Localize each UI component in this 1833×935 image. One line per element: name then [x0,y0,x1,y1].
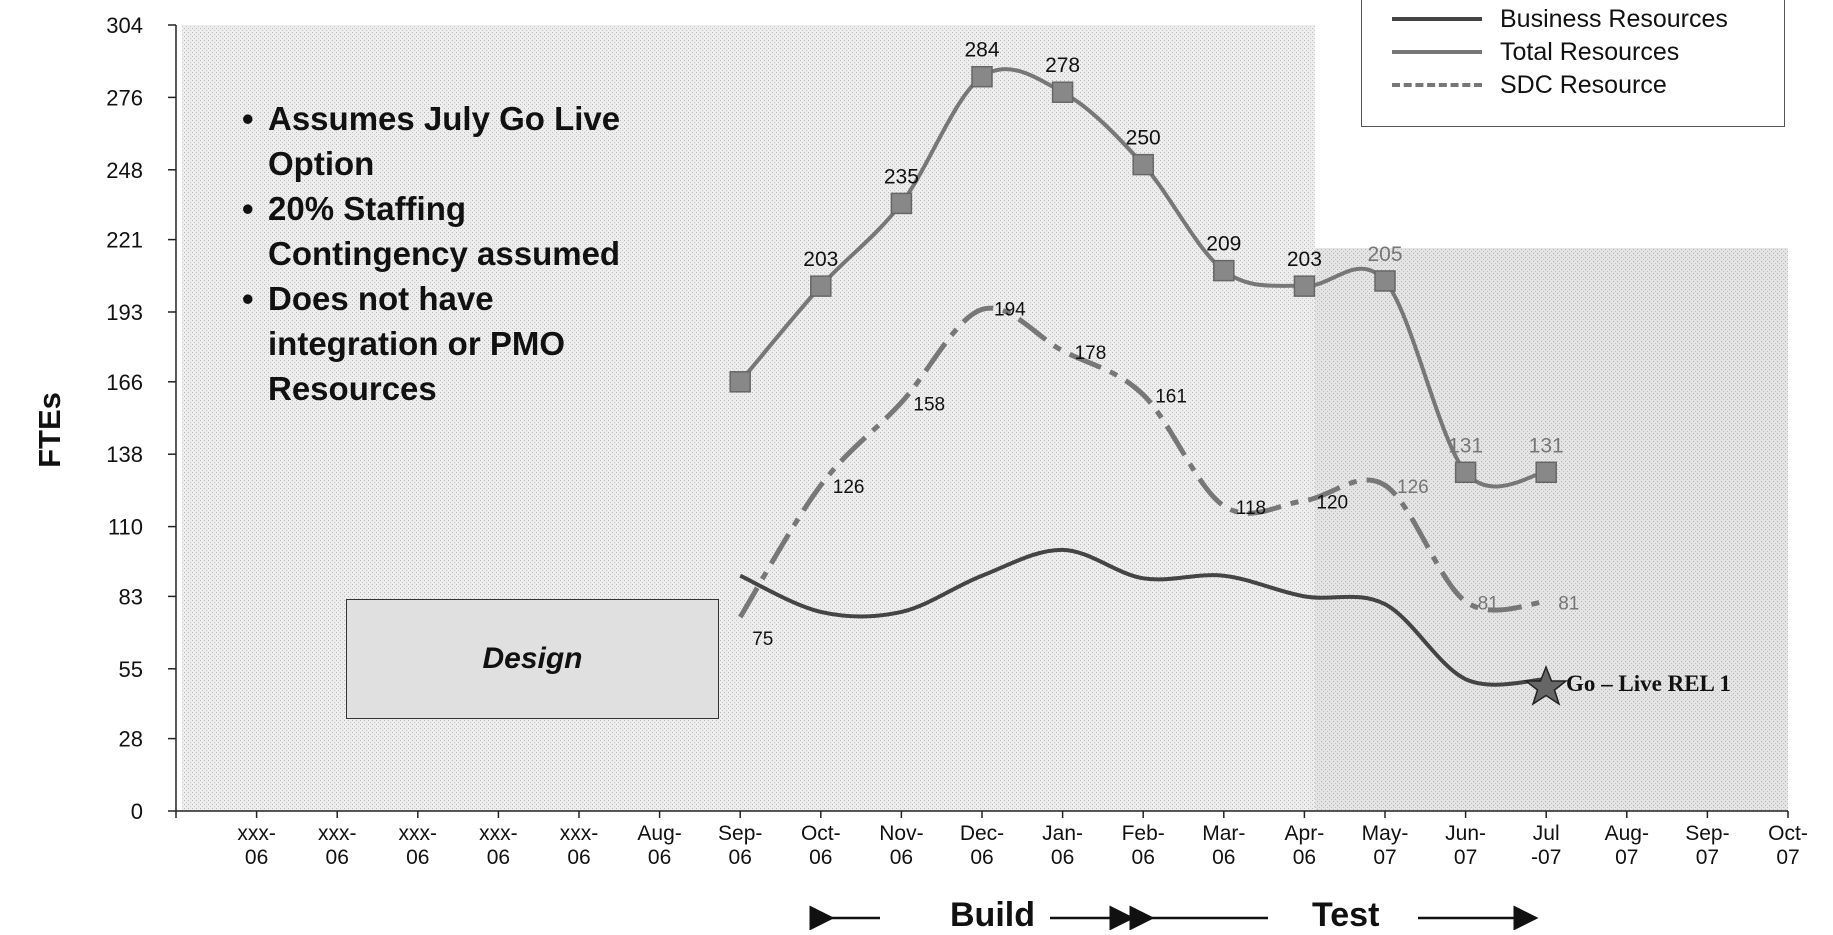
data-label-total-resources: 203 [803,248,838,271]
legend-swatch-total [1392,50,1482,54]
data-label-sdc-resource: 81 [1478,594,1499,615]
assumption-notes: • Assumes July Go Live Option • 20% Staffi… [242,96,642,411]
bullet: • [242,100,254,137]
legend-label-business: Business Resources [1500,4,1728,33]
y-tick-label: 248 [106,158,143,183]
y-tick-label: 221 [106,228,143,253]
data-label-sdc-resource: 120 [1316,493,1348,514]
data-label-total-resources: 278 [1045,54,1080,77]
bullet: • [242,190,254,227]
x-tick-label: Apr-06 [1285,822,1325,869]
legend-swatch-business [1392,17,1482,21]
legend-swatch-sdc [1392,83,1482,87]
series-line-sdc-resource [738,305,1547,619]
y-axis-label: FTEs [32,392,67,468]
data-label-total-resources: 250 [1126,127,1161,150]
x-tick-label: May-07 [1362,822,1409,869]
test-phase-label: Test [1312,896,1380,934]
note-text: 20% Staffing Contingency assumed [268,190,621,272]
y-tick-label: 138 [106,442,143,467]
legend-label-sdc: SDC Resource [1500,70,1667,99]
data-label-total-resources: 131 [1529,434,1564,457]
x-tick-label: Feb-06 [1122,822,1165,869]
go-live-label: Go – Live REL 1 [1566,671,1731,696]
data-point-total-resources [1454,461,1477,484]
x-tick-label: xxx-06 [237,822,276,869]
x-tick-label: Mar-06 [1202,822,1245,869]
note-item: • 20% Staffing Contingency assumed [242,186,642,276]
test-phase-background [1315,248,1788,811]
data-label-sdc-resource: 161 [1155,387,1187,408]
y-tick-label: 276 [106,85,143,110]
y-tick-label: 28 [119,727,143,752]
data-label-sdc-resource: 178 [1075,343,1107,364]
x-tick-label: xxx-06 [318,822,357,869]
data-point-total-resources [810,275,832,297]
data-point-total-resources [1535,461,1557,484]
x-tick-label: Nov-06 [879,822,923,869]
note-text: Does not have integration or PMO Resourc… [268,280,565,407]
x-tick-label: Jul -07 [1531,822,1561,869]
data-point-total-resources [1051,81,1074,103]
x-tick-label: xxx-06 [479,822,518,869]
data-point-total-resources [1213,259,1235,282]
data-point-total-resources [1374,270,1396,292]
data-label-sdc-resource: 75 [752,629,773,650]
design-label: Design [482,642,583,675]
legend-item-sdc: SDC Resource [1392,69,1667,101]
data-point-total-resources [1132,153,1154,176]
build-phase-label: Build [950,896,1035,934]
data-point-total-resources [729,371,751,393]
legend-item-business: Business Resources [1392,3,1728,35]
y-tick-label: 304 [106,13,143,38]
note-item: • Assumes July Go Live Option [242,96,642,186]
data-label-sdc-resource: 126 [1397,477,1429,498]
x-tick-label: xxx-06 [399,822,438,869]
note-item: • Does not have integration or PMO Resour… [242,276,642,411]
data-label-sdc-resource: 118 [1236,498,1266,519]
note-text: Assumes July Go Live Option [268,100,621,182]
x-tick-label: Sep-06 [718,822,762,869]
x-tick-label: Oct-06 [801,822,841,869]
y-tick-label: 193 [106,300,143,325]
y-tick-label: 110 [108,515,143,540]
x-tick-label: xxx-06 [560,822,599,869]
data-label-total-resources: 131 [1448,434,1483,457]
data-label-sdc-resource: 81 [1558,594,1579,615]
design-phase-box: Design [346,599,719,719]
data-label-total-resources: 284 [964,39,999,62]
x-tick-label: Aug-07 [1605,822,1649,869]
data-label-sdc-resource: 194 [994,299,1026,320]
data-label-total-resources: 235 [884,165,919,188]
x-tick-label: Sep-07 [1685,822,1729,869]
data-label-sdc-resource: 126 [833,477,865,498]
data-label-total-resources: 205 [1367,243,1402,266]
y-tick-label: 83 [119,584,143,609]
star-icon [1523,664,1569,706]
y-tick-label: 166 [106,370,143,395]
data-point-total-resources [1293,275,1316,297]
y-tick-label: 55 [119,657,143,682]
x-tick-label: Jan-06 [1042,822,1083,869]
y-tick-label: 0 [131,799,143,824]
data-point-total-resources [971,65,993,88]
x-tick-label: Aug-06 [637,822,681,869]
legend-item-total: Total Resources [1392,36,1679,68]
series-line-business-resources [739,547,1547,687]
data-point-total-resources [890,192,913,215]
legend-label-total: Total Resources [1500,37,1680,66]
data-label-total-resources: 203 [1287,248,1322,271]
legend: Business Resources Total Resources SDC R… [1361,0,1785,127]
data-label-total-resources: 209 [1206,233,1241,256]
x-tick-label: Dec-06 [960,822,1004,869]
x-tick-label: Oct-07 [1768,822,1808,869]
data-label-sdc-resource: 158 [913,394,945,415]
bullet: • [242,280,254,317]
x-tick-label: Jun-07 [1445,822,1486,869]
